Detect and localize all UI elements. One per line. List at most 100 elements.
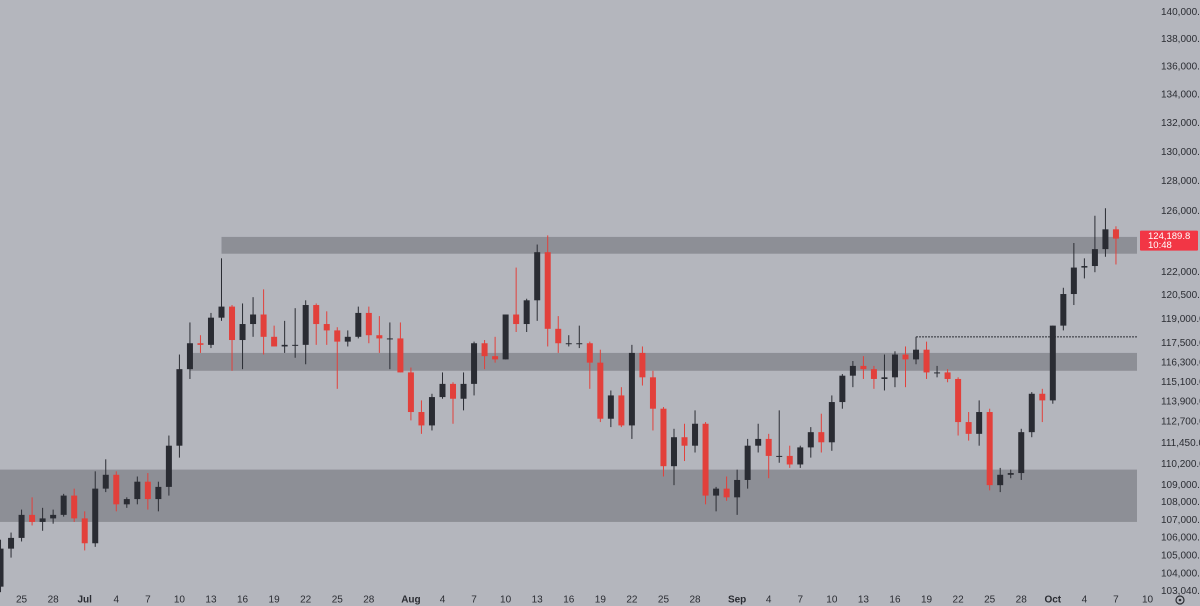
y-tick-label: 112,700.0: [1161, 417, 1200, 428]
x-tick-label: 19: [595, 595, 607, 606]
candle-body: [713, 488, 720, 496]
candle-body: [870, 369, 877, 379]
candle-body: [134, 481, 141, 500]
candle-body: [881, 377, 888, 379]
x-tick-label: Oct: [1044, 595, 1061, 606]
candle-body: [281, 344, 288, 347]
candle-body: [670, 437, 677, 467]
candle-body: [407, 372, 414, 413]
x-tick-label: 19: [921, 595, 933, 606]
y-tick-label: 132,000.0: [1161, 118, 1200, 129]
x-tick-label: 28: [1016, 595, 1028, 606]
candle-body: [513, 314, 520, 325]
candle-body: [123, 499, 130, 505]
y-tick-label: 113,900.0: [1161, 397, 1200, 408]
x-tick-label: 4: [440, 595, 446, 606]
candle-body: [229, 306, 236, 341]
candle-body: [1060, 294, 1067, 326]
y-tick-label: 120,500.0: [1161, 290, 1200, 301]
candle-body: [818, 432, 825, 443]
candle-body: [60, 495, 67, 515]
candle-body: [692, 423, 699, 446]
candle-body: [997, 474, 1004, 486]
candle-body: [81, 518, 88, 544]
y-tick-label: 134,000.0: [1161, 90, 1200, 101]
candle-body: [250, 314, 257, 325]
x-tick-label: 4: [766, 595, 772, 606]
candle-body: [986, 412, 993, 486]
y-tick-label: 104,000.0: [1161, 569, 1200, 580]
x-tick-label: 7: [1113, 595, 1119, 606]
candle-body: [271, 336, 278, 347]
settings-icon[interactable]: [1175, 595, 1185, 605]
y-tick-label: 136,000.0: [1161, 62, 1200, 73]
candle-body: [18, 514, 25, 538]
y-tick-label: 109,000.0: [1161, 480, 1200, 491]
candle-body: [586, 343, 593, 363]
candle-body: [323, 324, 330, 331]
candle-body: [860, 365, 867, 370]
plot-area: [0, 208, 1137, 593]
candle-body: [0, 548, 4, 587]
x-tick-label: 25: [984, 595, 996, 606]
zone: [221, 236, 1137, 254]
candle-body: [144, 481, 151, 500]
x-tick-label: Aug: [401, 595, 420, 606]
x-tick-label: 28: [689, 595, 701, 606]
x-tick-label: 10: [500, 595, 512, 606]
x-tick-label: 22: [300, 595, 312, 606]
candle-body: [113, 474, 120, 505]
countdown-label: 10:48: [1148, 240, 1172, 251]
x-tick-label: Sep: [728, 595, 746, 606]
y-tick-label: 122,000.0: [1161, 267, 1200, 278]
candle-body: [39, 518, 46, 522]
candle-body: [1049, 325, 1056, 401]
x-tick-label: 7: [797, 595, 803, 606]
candle-body: [365, 312, 372, 336]
y-tick-label: 107,000.0: [1161, 515, 1200, 526]
candle-body: [176, 369, 183, 446]
y-tick-label: 103,040.0: [1161, 586, 1200, 597]
candle-body: [723, 488, 730, 498]
candle-body: [334, 330, 341, 342]
y-tick-label: 115,100.0: [1161, 377, 1200, 388]
candle-body: [576, 343, 583, 345]
candle-body: [197, 343, 204, 345]
candle-body: [1007, 473, 1014, 475]
last-price-label: 124,189.8: [1148, 231, 1190, 242]
candle-body: [1081, 266, 1088, 268]
candle-body: [891, 354, 898, 378]
y-tick-label: 110,200.0: [1161, 459, 1200, 470]
candle-body: [765, 438, 772, 456]
candle-body: [155, 486, 162, 500]
candle-body: [1102, 229, 1109, 250]
candle-body: [597, 362, 604, 419]
x-tick-label: 16: [563, 595, 575, 606]
candle-body: [260, 314, 267, 337]
candle-body: [292, 344, 299, 346]
candle-body: [976, 412, 983, 434]
candle-body: [702, 423, 709, 496]
x-tick-label: 13: [205, 595, 217, 606]
y-tick-label: 111,450.0: [1161, 438, 1200, 449]
candle-body: [565, 343, 572, 345]
candle-body: [628, 352, 635, 426]
candle-body: [828, 402, 835, 443]
y-tick-label: 108,000.0: [1161, 497, 1200, 508]
candle-body: [1018, 432, 1025, 474]
candle-body: [313, 305, 320, 325]
x-tick-label: 10: [1142, 595, 1154, 606]
candle-body: [186, 343, 193, 370]
candle-body: [955, 378, 962, 423]
x-tick-label: 25: [658, 595, 670, 606]
y-tick-label: 116,300.0: [1161, 357, 1200, 368]
candle-body: [849, 365, 856, 376]
candle-body: [71, 495, 78, 519]
candle-body: [923, 349, 930, 373]
candle-body: [1112, 229, 1119, 239]
settings-ring: [1175, 595, 1185, 605]
candle-body: [165, 445, 172, 487]
x-tick-label: 4: [1082, 595, 1088, 606]
candle-body: [239, 324, 246, 341]
zone: [0, 469, 1137, 522]
